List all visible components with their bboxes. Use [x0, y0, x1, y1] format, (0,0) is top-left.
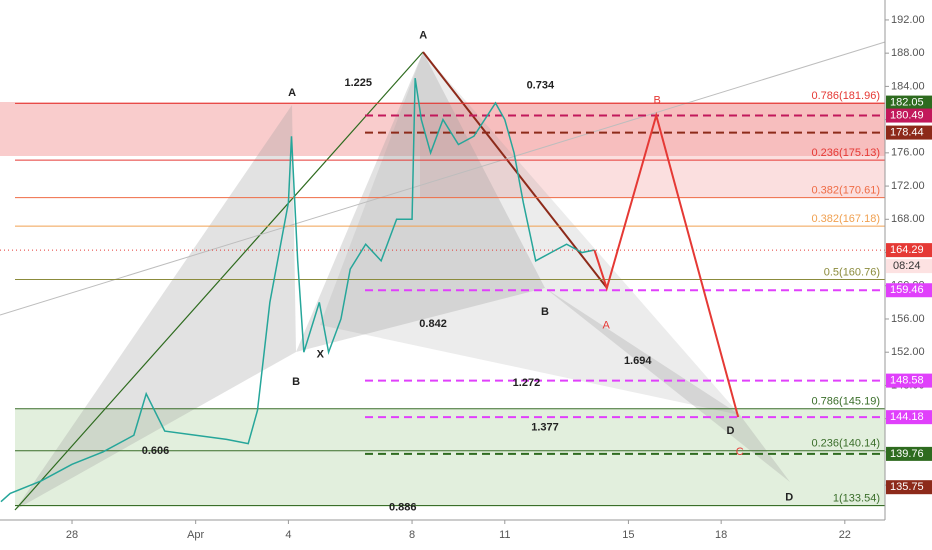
y-tick-label: 176.00	[891, 147, 925, 159]
price-tag	[886, 243, 932, 258]
pattern-label: 0.606	[142, 445, 170, 457]
y-tick-label: 168.00	[891, 213, 925, 225]
x-tick-label: Apr	[187, 529, 204, 541]
fib-label: 0.786(145.19)	[812, 396, 881, 408]
resistance-zone	[0, 102, 885, 156]
pattern-triangle	[545, 288, 790, 482]
pattern-label: X	[317, 349, 325, 361]
resistance-zone	[420, 102, 885, 198]
pattern-label: 1.377	[531, 422, 559, 434]
y-tick-label: 172.00	[891, 180, 925, 192]
price-tag	[886, 410, 932, 425]
pattern-label: 0.734	[527, 79, 555, 91]
x-tick-label: 4	[285, 529, 291, 541]
price-tag-label: 148.58	[890, 375, 924, 387]
price-tag-label: 180.49	[890, 109, 924, 121]
pattern-label: 0.886	[389, 501, 417, 513]
trend-line	[14, 51, 424, 511]
pattern-label: 1.694	[624, 355, 652, 367]
pattern-label: D	[726, 425, 734, 437]
channel-line	[0, 41, 886, 316]
x-tick-label: 18	[715, 529, 727, 541]
y-tick-label: 184.00	[891, 80, 925, 92]
pattern-label: A	[288, 87, 296, 99]
pattern-label: A	[419, 30, 427, 42]
price-tag-label: 182.05	[890, 96, 924, 108]
pattern-label: B	[292, 376, 300, 388]
price-tag-label: 164.29	[890, 244, 924, 256]
x-tick-label: 15	[622, 529, 634, 541]
fib-label: 0.786(181.96)	[812, 90, 881, 102]
x-tick-label: 11	[499, 529, 510, 541]
pattern-label: B	[541, 306, 549, 318]
price-tag	[886, 95, 932, 110]
fib-label: 0.5(160.76)	[824, 266, 880, 278]
x-tick-label: 8	[409, 529, 415, 541]
countdown-tag	[886, 259, 932, 274]
pattern-label: B	[654, 94, 661, 106]
fib-label: 0.382(170.61)	[812, 185, 881, 197]
price-tag	[886, 373, 932, 388]
pattern-label: 1.225	[345, 77, 373, 89]
price-tag-label: 178.44	[890, 126, 924, 138]
pattern-triangle	[296, 52, 545, 352]
y-tick-label: 152.00	[891, 346, 925, 358]
price-tag-label: 135.75	[890, 481, 924, 493]
y-tick-label: 156.00	[891, 313, 925, 325]
y-tick-label: 192.00	[891, 14, 925, 26]
y-tick-label: 188.00	[891, 47, 925, 59]
fib-label: 1(133.54)	[833, 492, 880, 504]
x-tick-label: 28	[66, 529, 78, 541]
time-axis	[0, 520, 885, 550]
price-tag-label: 139.76	[890, 448, 924, 460]
projection-line	[593, 111, 740, 418]
fib-label: 0.236(140.14)	[812, 438, 881, 450]
pattern-label: 0.842	[419, 318, 447, 330]
price-tag	[886, 125, 932, 140]
pattern-label: D	[785, 491, 793, 503]
pattern-label: A	[603, 320, 611, 332]
pattern-label: 1.272	[513, 377, 541, 389]
price-tag	[886, 283, 932, 298]
price-tag-label: 159.46	[890, 284, 924, 296]
pattern-label: C	[736, 446, 744, 458]
price-tag	[886, 108, 932, 123]
price-line-series	[0, 77, 595, 503]
support-zone	[15, 409, 885, 507]
countdown-label: 08:24	[893, 260, 921, 272]
x-tick-label: 22	[839, 529, 851, 541]
price-tag	[886, 480, 932, 495]
price-tag-label: 144.18	[890, 411, 924, 423]
fib-label: 0.236(175.13)	[812, 147, 881, 159]
fib-label: 0.382(167.18)	[812, 213, 881, 225]
price-tag	[886, 446, 932, 461]
